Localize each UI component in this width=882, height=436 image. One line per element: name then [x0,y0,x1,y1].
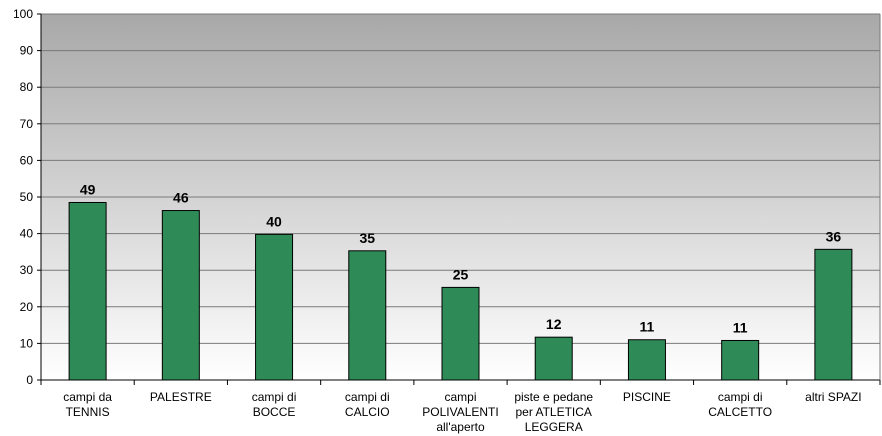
y-tick-label: 70 [20,117,34,131]
y-tick-label: 30 [20,263,34,277]
bar [255,233,294,381]
y-tick-label: 90 [20,44,34,58]
x-tick-label: PISCINE [623,390,671,404]
bar [534,336,573,381]
x-tick-label: campi di CALCETTO [708,390,772,419]
y-tick-label: 20 [20,300,34,314]
data-label: 11 [733,319,748,335]
data-label: 12 [546,316,562,332]
bar [814,248,853,381]
x-tick-label: campi di CALCIO [345,390,390,419]
bars [68,201,853,381]
x-tick-label: piste e pedane per ATLETICA LEGGERA [514,390,593,434]
y-tick-label: 10 [20,336,34,350]
x-tick-label: campi da TENNIS [63,390,112,419]
labels: 0 10 20 30 40 50 60 70 80 90 100 49 campi da TENNIS 46… [13,7,862,434]
y-tick-label: 60 [20,153,34,167]
data-label: 40 [266,213,282,229]
bar [68,201,107,381]
x-tick-label: campi POLIVALENTI all'aperto [422,390,498,434]
bar [348,250,387,381]
bar [441,286,480,381]
data-label: 46 [173,190,189,206]
x-tick-label: altri SPAZI [805,390,861,404]
data-label: 49 [80,181,96,197]
x-tick-label: PALESTRE [150,390,212,404]
bar [721,339,760,381]
bar [161,210,200,381]
y-tick-label: 0 [26,373,33,387]
x-tick-label: campi di BOCCE [252,390,297,419]
data-label: 35 [359,230,375,246]
data-label: 25 [453,266,469,282]
axes [37,13,881,385]
y-tick-label: 100 [13,7,33,21]
bar [627,339,666,381]
data-label: 36 [826,228,842,244]
data-label: 11 [640,319,655,335]
y-tick-label: 40 [20,227,34,241]
y-tick-label: 50 [20,190,34,204]
y-tick-label: 80 [20,80,34,94]
